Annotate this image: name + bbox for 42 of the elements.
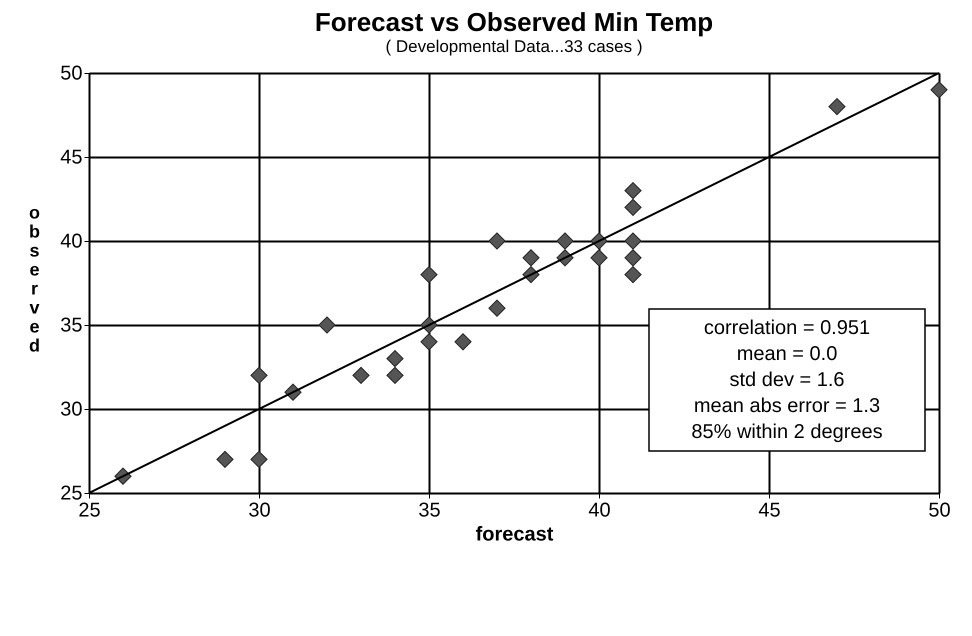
point [420, 333, 438, 350]
y-tick-label: 35 [60, 314, 82, 336]
annotation: mean abs error = 1.3 [694, 395, 880, 417]
point [624, 182, 642, 200]
point [352, 366, 370, 384]
annotation: std dev = 1.6 [729, 369, 845, 391]
x-tick-label: 50 [928, 500, 951, 522]
y-tick-label: 45 [60, 146, 82, 168]
annotation: correlation = 0.951 [704, 317, 870, 339]
y-tick-label: 50 [60, 62, 82, 84]
x-tick-label: 30 [248, 500, 271, 522]
point [420, 266, 438, 284]
point [216, 450, 234, 468]
point [522, 249, 540, 266]
y-axis-title: observed [29, 202, 40, 356]
point [250, 450, 268, 468]
point [624, 198, 642, 216]
point [930, 81, 948, 98]
point [624, 249, 642, 266]
point [488, 232, 506, 250]
point [454, 333, 472, 350]
chart-title: Forecast vs Observed Min Temp [314, 7, 714, 37]
point [386, 366, 404, 384]
point [488, 300, 506, 317]
point [590, 249, 608, 266]
point [250, 366, 268, 384]
x-tick-label: 25 [78, 500, 101, 522]
chart-subtitle: ( Developmental Data...33 cases ) [385, 37, 643, 56]
annotation: 85% within 2 degrees [691, 421, 883, 443]
point [624, 266, 642, 284]
point [386, 350, 404, 368]
point [624, 232, 642, 250]
x-tick-label: 40 [588, 500, 611, 522]
point [556, 232, 574, 250]
x-axis-title: forecast [476, 524, 554, 546]
x-tick-label: 45 [758, 500, 781, 522]
y-tick-label: 40 [60, 230, 82, 252]
point [318, 316, 336, 334]
annotation: mean = 0.0 [736, 343, 838, 365]
point [828, 98, 846, 116]
x-tick-label: 35 [418, 500, 441, 522]
y-tick-label: 30 [60, 398, 82, 420]
